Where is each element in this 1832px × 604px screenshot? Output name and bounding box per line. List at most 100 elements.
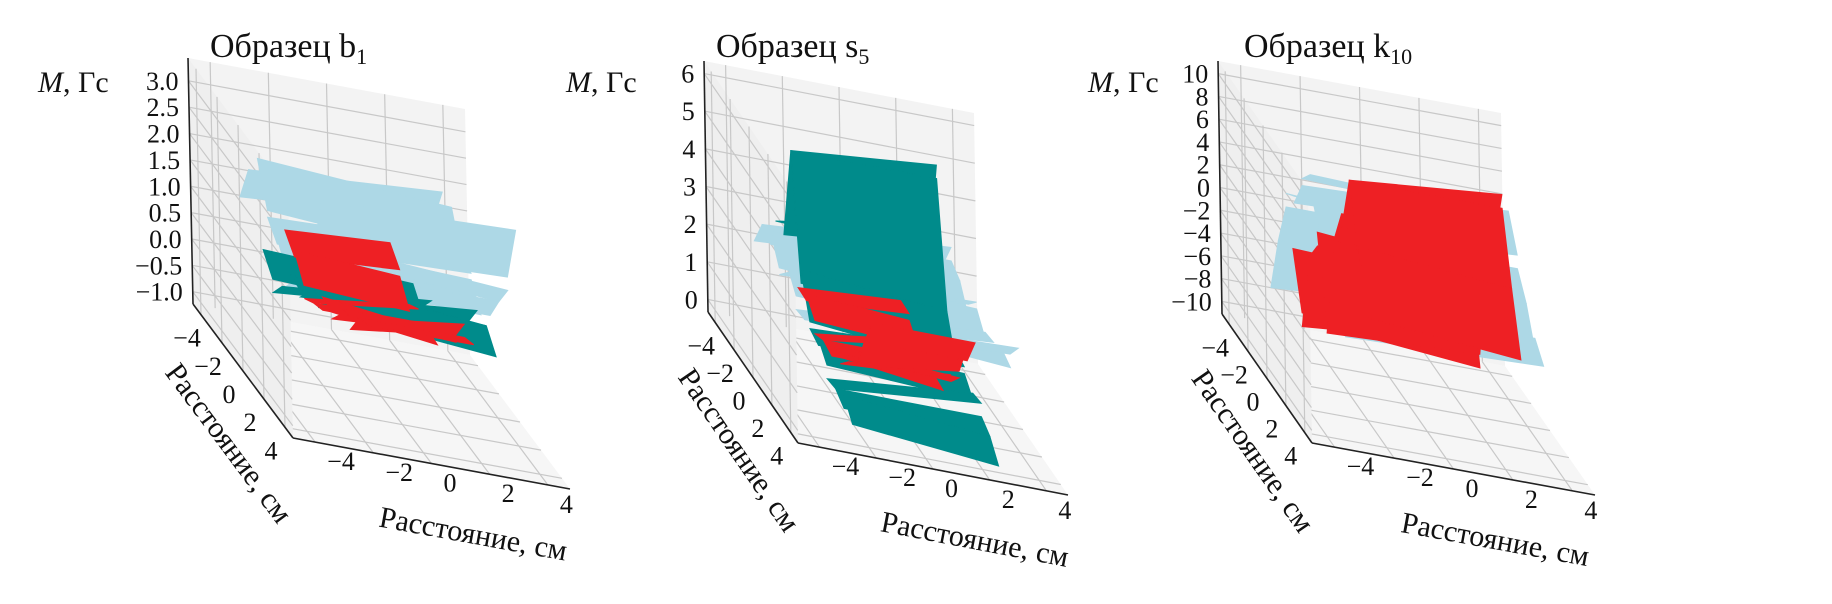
x-tick-label: 2 [1265,415,1278,444]
panel-sample-b1: Образец b1 M, Гс −1.0 −0.5 0.0 0.5 1.0 1.5 2.0… [0,0,610,604]
x-tick-label: −4 [1201,333,1229,362]
z-grid-line [189,132,467,186]
z-tick-label: −1.0 [136,278,183,307]
z-tick-label: −6 [1183,242,1211,271]
y-tick-label: −2 [385,458,413,487]
surface-facet [843,394,1000,467]
y-tick-label: 2 [1002,485,1015,514]
y-axis-label: Расстояние, см [377,501,570,568]
z-axis-line [703,60,709,313]
z-tick-label: 6 [1196,105,1209,134]
wall-grid-line [216,96,223,343]
z-tick-label: 2.5 [147,93,180,122]
x-tick-label: 4 [770,442,783,471]
z-tick-label: 1.5 [148,146,181,175]
axis-edges [1217,60,1596,496]
z-tick-label: 2.0 [147,120,180,149]
wall-grid-line [209,62,216,309]
panel-sample-k10: Образец k10 M, Гс −10 −8 −6 −4 −2 0 2 4 6 8 10 −4 −2… [1082,0,1692,604]
z-tick-label: 6 [681,60,694,89]
z-grid-line [1218,73,1502,127]
floor-grid-line [1285,404,1570,459]
panel-title: Образец k10 [1244,28,1413,69]
surface-facet [284,229,401,271]
floor-grid-line [284,426,563,479]
panel-sample-s5: Образец s5 M, Гс 0 1 2 3 4 5 6 −4 −2 0 2 4 −4 −2 0 2 4 Ра… [560,0,1170,604]
floor-grid-line [263,398,542,451]
axis-edges [703,60,1069,496]
z-tick-label: 3.0 [146,67,179,96]
x-tick-label: −4 [687,331,715,360]
z-tick-label: 8 [1196,82,1209,111]
x-tick-label: −2 [706,359,734,388]
z-axis-label: M, Гс [566,66,637,99]
z-tick-label: 0.0 [149,225,182,254]
x-axis-line [192,303,294,439]
z-grid-line [704,72,975,127]
y-axis-line [797,442,1069,496]
z-grid-line [706,261,798,394]
floor-grid-line [1422,350,1514,481]
y-ticks: −4 −2 0 2 4 [327,447,573,519]
z-grid-line [706,223,798,356]
z-ticks: 0 1 2 3 4 5 6 [681,60,698,315]
surface-group [1270,174,1545,369]
z-axis-label: M, Гс [1088,66,1159,99]
z-grid-line [191,238,293,374]
axis-edges [187,57,571,490]
z-tick-label: 0 [685,285,698,314]
z-grid-line [1218,95,1502,150]
z-grid-line [704,110,796,243]
z-ticks: −1.0−0.50.00.51.01.52.02.53.0 [135,67,183,307]
x-tick-label: 0 [223,380,236,409]
z-tick-label: 3 [683,173,696,202]
z-tick-label: −10 [1171,287,1212,316]
y-ticks: −4 −2 0 2 4 [1347,452,1598,525]
floor-grid-line [1481,361,1573,492]
z-tick-label: −2 [1183,196,1211,225]
z-grid-line [1217,73,1309,203]
z-grid-line [1221,301,1313,431]
surface-facet [313,200,517,278]
x-tick-label: −4 [173,324,201,353]
z-axis-label: M, Гс [38,66,109,99]
y-tick-label: 2 [502,479,515,508]
floor-grid-line [790,431,1061,486]
z-grid-line [1219,141,1503,195]
x-tick-label: 0 [733,387,746,416]
z-tick-label: −8 [1184,265,1212,294]
y-tick-label: 4 [1584,496,1597,525]
floor-grid-line [389,339,491,475]
x-tick-label: 2 [751,414,764,443]
z-grid-line [188,106,467,159]
y-tick-label: −2 [888,463,916,492]
x-tick-label: −2 [194,352,222,381]
x-axis-line [707,311,799,444]
z-grid-line [192,291,294,427]
z-grid-line [1219,209,1311,340]
surface-facet [797,286,911,315]
y-tick-label: 4 [560,490,573,519]
z-tick-label: 1.0 [148,172,181,201]
z-grid-line [1220,278,1312,408]
wall-grid-line [195,68,202,315]
y-tick-label: 0 [444,469,457,498]
z-tick-label: 2 [684,210,697,239]
x-tick-label: 4 [1284,442,1297,471]
floor-grid-line [1304,432,1588,486]
z-tick-label: 4 [682,135,695,164]
y-tick-label: 2 [1525,485,1538,514]
z-tick-label: 0 [1197,174,1210,203]
floor-grid-line [1363,339,1454,470]
surface-facet [1358,246,1522,361]
z-grid-line [704,110,975,164]
y-axis-label: Расстояние, см [878,505,1071,573]
surface-facet [293,249,411,312]
x-tick-label: 0 [1247,388,1260,417]
